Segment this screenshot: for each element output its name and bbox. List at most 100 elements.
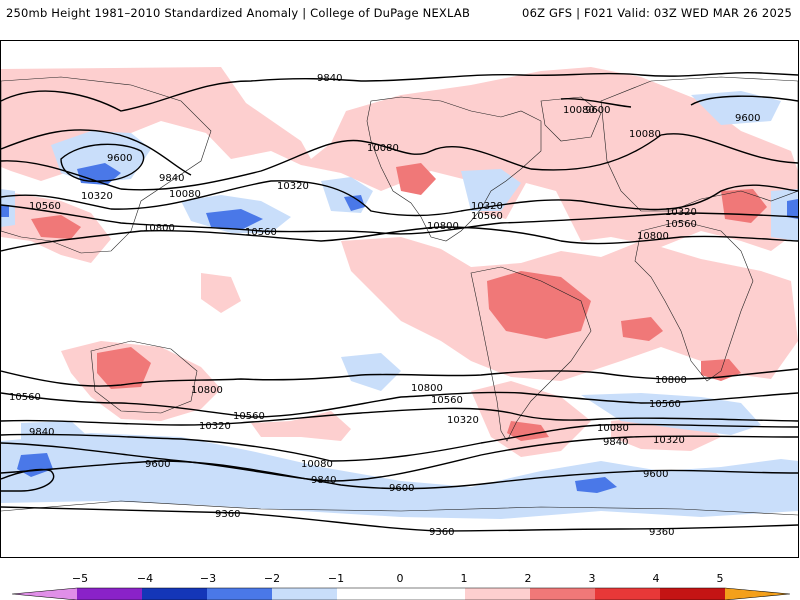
contour-10320-north <box>1 180 798 217</box>
anomaly-region <box>1 433 798 519</box>
colorbar-tick-label: −1 <box>328 572 344 585</box>
contour-label: 10080 <box>563 105 595 116</box>
contour-label: 10560 <box>233 411 265 422</box>
colorbar-segment <box>660 588 725 600</box>
contour-label: 10560 <box>431 395 463 406</box>
colorbar-segment <box>595 588 660 600</box>
contour-label: 10560 <box>471 211 503 222</box>
coastline-eurasia <box>600 76 798 212</box>
colorbar-legend: −5 −4 −3 −2 −1 0 1 2 3 4 5 <box>0 560 800 600</box>
contour-label: 9840 <box>29 427 54 438</box>
contour-9600-antarctic-loop <box>1 468 55 492</box>
colorbar-tick-label: −2 <box>264 572 280 585</box>
moderate-anomaly-fill <box>1 163 798 493</box>
anomaly-region <box>396 163 436 195</box>
coastlines <box>1 76 798 516</box>
contour-9840-south <box>1 435 798 482</box>
colorbar-border <box>11 587 791 600</box>
anomaly-region <box>1 205 9 217</box>
contour-label: 10800 <box>655 375 687 386</box>
coastline-north-america <box>366 96 542 242</box>
contour-label: 10080 <box>629 129 661 140</box>
contour-10560-north <box>1 204 798 235</box>
anomaly-region <box>77 163 121 185</box>
colorbar-segment <box>401 588 465 600</box>
anomaly-region <box>487 271 591 339</box>
contour-labels: 9840 9600 9600 10080 9840 10320 10080 10… <box>9 73 760 538</box>
contour-label: 10080 <box>367 143 399 154</box>
anomaly-region <box>691 91 781 125</box>
colorbar-canvas: −5 −4 −3 −2 −1 0 1 2 3 4 5 <box>11 572 791 600</box>
contour-10080-south <box>1 423 798 462</box>
contour-label: 10560 <box>665 219 697 230</box>
model-run-info: 06Z GFS | F021 Valid: 03Z WED MAR 26 202… <box>522 6 792 20</box>
contour-label: 10560 <box>245 227 277 238</box>
map-header: 250mb Height 1981–2010 Standardized Anom… <box>0 0 800 24</box>
contour-label: 10800 <box>411 383 443 394</box>
contour-label: 9360 <box>649 527 674 538</box>
contour-label: 10320 <box>653 435 685 446</box>
contour-label: 9840 <box>317 73 342 84</box>
coastline-greenland <box>540 96 602 142</box>
colorbar-segment <box>207 588 272 600</box>
coastline-antarctica <box>1 500 798 516</box>
contour-label: 10320 <box>81 191 113 202</box>
contour-label: 9600 <box>735 113 760 124</box>
contour-9600-south <box>1 460 798 490</box>
contour-label: 10800 <box>427 221 459 232</box>
contour-10800-south <box>1 368 798 387</box>
contour-9840-north <box>1 71 798 112</box>
colorbar-segment <box>142 588 207 600</box>
contour-label: 9360 <box>215 509 240 520</box>
colorbar-tick-label: 2 <box>525 572 532 585</box>
colorbar-tick-label: −4 <box>137 572 153 585</box>
colorbar-segment <box>465 588 530 600</box>
contour-9600-pacific <box>60 143 145 182</box>
contour-label: 10320 <box>277 181 309 192</box>
colorbar-segment <box>725 588 790 600</box>
colorbar-segments <box>12 588 790 600</box>
colorbar-tick-label: 1 <box>461 572 468 585</box>
contour-9360-south <box>1 506 798 532</box>
contour-label: 9600 <box>585 105 610 116</box>
contour-label: 10080 <box>169 189 201 200</box>
anomaly-region <box>251 411 351 441</box>
colorbar-segment <box>530 588 595 600</box>
contour-label: 10560 <box>649 399 681 410</box>
contour-label: 9600 <box>145 459 170 470</box>
contour-label: 10320 <box>447 415 479 426</box>
contour-10800-north <box>1 226 798 252</box>
colorbar-segment <box>12 588 77 600</box>
anomaly-region <box>51 131 151 183</box>
contour-label: 9600 <box>643 469 668 480</box>
map-canvas: 9840 9600 9600 10080 9840 10320 10080 10… <box>1 67 798 538</box>
coastline-australia <box>90 340 198 414</box>
anomaly-region <box>21 421 91 451</box>
contour-label: 10800 <box>637 231 669 242</box>
contour-label: 10560 <box>29 201 61 212</box>
anomaly-region <box>341 353 401 391</box>
colorbar-tick-label: 4 <box>653 572 660 585</box>
contour-9600-north-europe <box>560 97 632 108</box>
anomaly-region <box>344 195 365 211</box>
anomaly-region <box>1 67 798 251</box>
anomaly-region <box>581 393 761 435</box>
contour-label: 9840 <box>603 437 628 448</box>
contour-label: 10320 <box>199 421 231 432</box>
anomaly-map: 9840 9600 9600 10080 9840 10320 10080 10… <box>0 40 799 558</box>
anomaly-region <box>31 215 81 239</box>
contour-10560-south <box>1 391 798 418</box>
coastline-asia-west <box>1 76 212 254</box>
contour-10080-north <box>1 133 798 191</box>
colorbar-segment <box>272 588 337 600</box>
anomaly-region <box>201 273 241 313</box>
colorbar-ticks: −5 −4 −3 −2 −1 0 1 2 3 4 5 <box>72 572 724 585</box>
colorbar-tick-label: 5 <box>717 572 724 585</box>
colorbar-segment <box>337 588 401 600</box>
contour-label: 9840 <box>159 173 184 184</box>
contour-label: 9600 <box>389 483 414 494</box>
anomaly-region <box>471 381 591 457</box>
map-title: 250mb Height 1981–2010 Standardized Anom… <box>6 6 471 20</box>
contour-label: 9600 <box>107 153 132 164</box>
colorbar-tick-label: 0 <box>397 572 404 585</box>
